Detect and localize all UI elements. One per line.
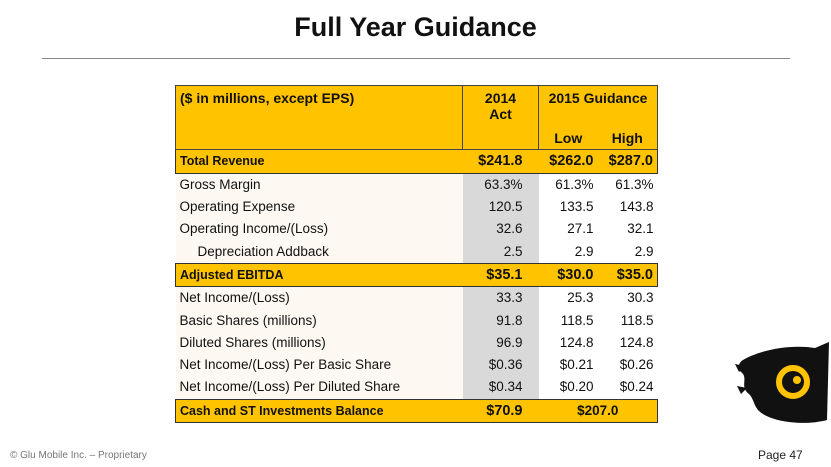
table-row: Gross Margin 63.3% 61.3% 61.3%: [175, 173, 658, 196]
header-cell: High: [597, 124, 658, 151]
act-cell: 32.6: [462, 218, 539, 241]
page-number: Page 47: [758, 448, 803, 462]
header-row: ($ in millions, except EPS) 2014 Act 201…: [175, 84, 658, 151]
copyright: © Glu Mobile Inc. – Proprietary: [10, 450, 147, 461]
high-cell: 118.5: [620, 312, 654, 328]
table-row: Adjusted EBITDA $35.1 $30.0 $35.0: [175, 262, 658, 288]
row-label: Total Revenue: [175, 149, 463, 174]
high-cell: 124.8: [619, 334, 654, 350]
row-label: Cash and ST Investments Balance: [175, 398, 463, 423]
low-cell: 124.8: [559, 334, 594, 350]
act-cell: $70.9: [462, 398, 539, 423]
header-cell: 2014 Act: [462, 84, 539, 151]
low-cell: $0.20: [559, 379, 594, 395]
act-cell: 63.3%: [462, 173, 539, 196]
high-cell: $0.26: [619, 357, 654, 373]
low-cell: 27.1: [567, 221, 594, 237]
table-row: Diluted Shares (millions) 96.9 124.8 124.8: [175, 331, 658, 354]
act-cell: $0.36: [462, 353, 539, 377]
table-row: Depreciation Addback 2.5 2.9 2.9: [175, 240, 658, 264]
low-cell: $0.21: [559, 357, 594, 373]
header-text: 2014 Act: [484, 90, 517, 122]
table-row: Net Income/(Loss) Per Diluted Share $0.34…: [175, 376, 658, 400]
low-cell: $30.0: [538, 262, 598, 288]
low-cell: $262.0: [538, 149, 598, 174]
high-cell: $35.0: [597, 262, 658, 288]
table-row: Operating Income/(Loss) 32.6 27.1 32.1: [175, 218, 658, 241]
table-row: Net Income/(Loss) Per Basic Share $0.36 $0…: [175, 353, 658, 377]
guidance-cell: $207.0: [538, 398, 658, 423]
low-cell: 118.5: [560, 312, 594, 328]
low-cell: 133.5: [559, 199, 594, 215]
row-label: Diluted Shares (millions): [175, 331, 463, 354]
header-cell: 2015 Guidance: [538, 85, 658, 124]
high-cell: 32.1: [627, 221, 654, 237]
high-cell: 61.3%: [615, 176, 654, 192]
table-row: Total Revenue $241.8 $262.0 $287.0: [175, 149, 658, 174]
row-label: Gross Margin: [175, 173, 463, 196]
title-rule: [42, 58, 790, 59]
act-cell: 33.3: [462, 286, 539, 310]
act-cell: $241.8: [462, 149, 539, 174]
table-row: Operating Expense 120.5 133.5 143.8: [175, 195, 658, 219]
row-label: Depreciation Addback: [175, 240, 463, 264]
act-cell: 91.8: [462, 309, 539, 332]
row-label: Operating Income/(Loss): [175, 218, 463, 241]
act-cell: $0.34: [462, 376, 539, 400]
act-cell: 120.5: [462, 195, 539, 219]
high-cell: 30.3: [627, 290, 654, 306]
act-cell: $35.1: [462, 262, 539, 288]
guidance-table: ($ in millions, except EPS) 2014 Act 201…: [175, 84, 658, 423]
high-cell: 2.9: [634, 243, 654, 259]
row-label: Net Income/(Loss) Per Diluted Share: [175, 376, 463, 400]
header-row: Low High: [176, 124, 658, 151]
high-cell: $287.0: [597, 149, 658, 174]
row-label: Net Income/(Loss): [175, 286, 463, 310]
high-cell: 143.8: [619, 199, 654, 215]
row-label: Basic Shares (millions): [175, 309, 463, 332]
row-label: Net Income/(Loss) Per Basic Share: [175, 353, 463, 377]
low-cell: 2.9: [574, 243, 594, 259]
header-cell: ($ in millions, except EPS): [175, 84, 463, 151]
row-label: Operating Expense: [175, 195, 463, 219]
high-cell: $0.24: [619, 379, 654, 395]
act-cell: 2.5: [462, 240, 539, 264]
table-row: Basic Shares (millions) 91.8 118.5 118.5: [175, 309, 658, 332]
act-cell: 96.9: [462, 331, 539, 354]
table-row: Cash and ST Investments Balance $70.9 $207…: [175, 398, 658, 423]
logo: [735, 342, 829, 423]
slide-title: Full Year Guidance: [294, 12, 537, 42]
table-row: Net Income/(Loss) 33.3 25.3 30.3: [175, 286, 658, 310]
row-label: Adjusted EBITDA: [175, 262, 463, 288]
header-cell: Low: [538, 124, 598, 151]
low-cell: 61.3%: [555, 176, 594, 192]
low-cell: 25.3: [567, 290, 594, 306]
